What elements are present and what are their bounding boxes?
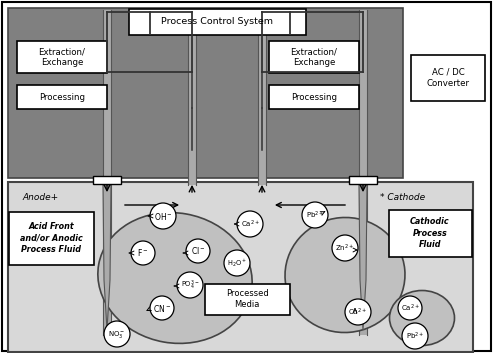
Text: Ca$^{2+}$: Ca$^{2+}$ [241, 219, 259, 230]
FancyBboxPatch shape [129, 9, 306, 35]
Bar [349, 176, 377, 184]
Text: Cathodic
Process
Fluid: Cathodic Process Fluid [410, 217, 450, 249]
Text: Zn$^{2+}$: Zn$^{2+}$ [335, 243, 355, 254]
Polygon shape [359, 185, 367, 330]
FancyBboxPatch shape [269, 41, 359, 73]
Ellipse shape [389, 291, 454, 346]
FancyBboxPatch shape [17, 41, 107, 73]
Bar [93, 176, 121, 184]
Text: NO$_3^-$: NO$_3^-$ [108, 329, 125, 340]
FancyBboxPatch shape [411, 55, 485, 101]
Circle shape [237, 211, 263, 237]
Circle shape [398, 296, 422, 320]
Circle shape [224, 250, 250, 276]
Text: Pb$^{2+}$: Pb$^{2+}$ [406, 330, 424, 342]
Text: Process Control System: Process Control System [161, 18, 273, 26]
Text: Processed
Media: Processed Media [226, 289, 268, 309]
FancyBboxPatch shape [269, 85, 359, 109]
Text: CN$^-$: CN$^-$ [153, 303, 171, 313]
FancyBboxPatch shape [17, 85, 107, 109]
Text: OH$^-$: OH$^-$ [154, 210, 172, 221]
Text: Acid Front
and/or Anodic
Process Fluid: Acid Front and/or Anodic Process Fluid [20, 222, 82, 253]
Circle shape [402, 323, 428, 349]
Circle shape [131, 241, 155, 265]
Text: AC / DC
Converter: AC / DC Converter [426, 68, 469, 88]
Text: F$^-$: F$^-$ [137, 247, 149, 258]
Text: Cl$^-$: Cl$^-$ [191, 245, 206, 257]
Polygon shape [103, 185, 111, 330]
Text: Extraction/
Exchange: Extraction/ Exchange [39, 47, 85, 67]
Circle shape [150, 296, 174, 320]
Ellipse shape [98, 213, 252, 343]
Circle shape [302, 202, 328, 228]
Text: Pb$^{2+}$: Pb$^{2+}$ [306, 209, 324, 221]
Text: Ca$^{2+}$: Ca$^{2+}$ [401, 303, 419, 314]
FancyBboxPatch shape [8, 211, 93, 264]
Text: Extraction/
Exchange: Extraction/ Exchange [290, 47, 337, 67]
Text: H$_2$O$^+$: H$_2$O$^+$ [227, 257, 247, 269]
Text: Cu$^{2+}$: Cu$^{2+}$ [348, 306, 368, 318]
Circle shape [104, 321, 130, 347]
Bar [258, 10, 267, 185]
Circle shape [332, 235, 358, 261]
Text: Anode+: Anode+ [22, 192, 58, 202]
Text: PO$_4^{3-}$: PO$_4^{3-}$ [181, 279, 199, 292]
Bar [359, 10, 368, 335]
Text: Processing: Processing [291, 92, 337, 102]
Circle shape [186, 239, 210, 263]
Circle shape [150, 203, 176, 229]
Bar [188, 10, 197, 185]
Circle shape [177, 272, 203, 298]
FancyBboxPatch shape [205, 283, 289, 315]
Ellipse shape [285, 217, 405, 333]
FancyBboxPatch shape [388, 209, 471, 257]
Bar [103, 10, 112, 335]
Bar [8, 182, 473, 352]
Bar [8, 8, 403, 178]
Circle shape [345, 299, 371, 325]
Text: * Cathode: * Cathode [380, 192, 425, 202]
Text: Processing: Processing [39, 92, 85, 102]
